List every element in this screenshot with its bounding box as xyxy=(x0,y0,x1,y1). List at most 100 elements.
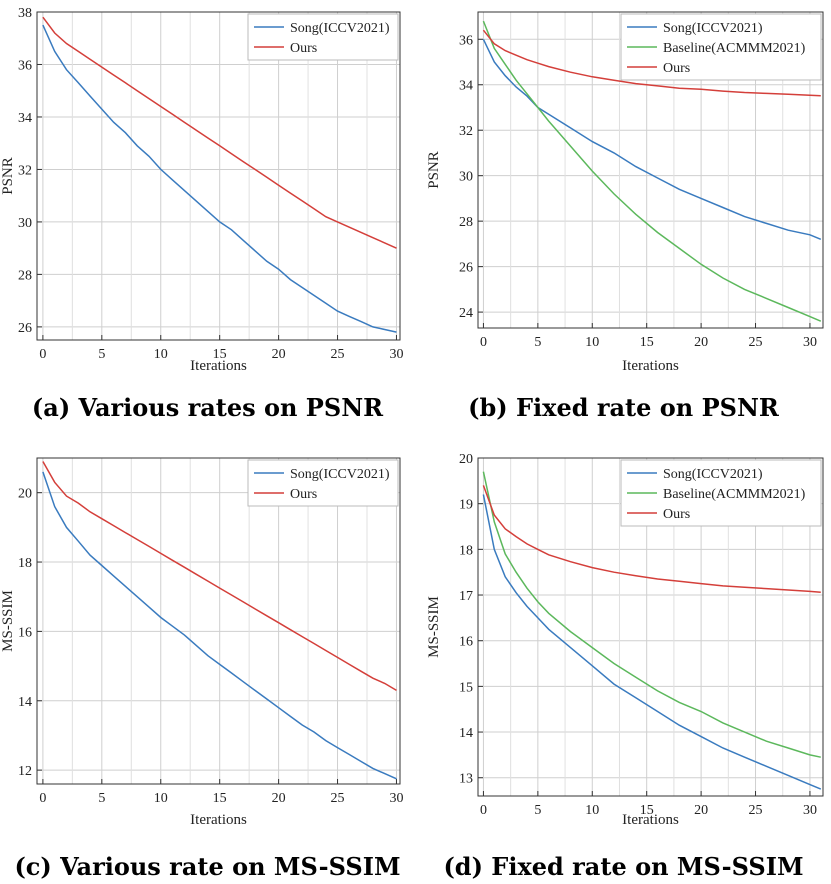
panel-b: 0 5 10 15 20 25 30 24 26 28 30 32 34 36 Iterations PSNR… xyxy=(416,0,831,440)
legend-box xyxy=(247,13,399,61)
x-tick-label: 0 xyxy=(39,791,46,806)
series-line-d-2 xyxy=(482,485,821,594)
x-tick-label: 0 xyxy=(480,335,487,350)
legend-label: Song(ICCV2021) xyxy=(290,467,390,482)
x-tick-label: 30 xyxy=(803,803,817,818)
panel-d: 0 5 10 15 20 25 30 13 14 15 16 17 18 19 20 Iterations MS… xyxy=(416,444,831,884)
x-tick-label: 25 xyxy=(331,347,345,362)
caption-c: (c) Various rate on MS-SSIM xyxy=(14,852,401,881)
y-tick-label: 26 xyxy=(18,321,32,336)
y-tick-label: 30 xyxy=(459,170,473,185)
x-tick-label: 25 xyxy=(749,803,763,818)
y-tick-label: 28 xyxy=(459,215,473,230)
legend-box xyxy=(247,459,399,507)
x-tick-label: 10 xyxy=(585,803,599,818)
series-line-c-1 xyxy=(42,461,397,692)
y-tick-label: 20 xyxy=(18,487,32,502)
x-tick-label: 20 xyxy=(694,803,708,818)
y-tick-label: 16 xyxy=(459,635,473,650)
x-tick-label: 30 xyxy=(389,347,403,362)
x-axis-label: Iterations xyxy=(190,358,247,374)
x-tick-label: 30 xyxy=(389,791,403,806)
y-tick-label: 15 xyxy=(459,680,473,695)
chart-d: 0 5 10 15 20 25 30 13 14 15 16 17 18 19 20 Iterations MS… xyxy=(426,452,824,828)
plot-frame-c xyxy=(36,457,401,785)
y-tick-label: 32 xyxy=(459,124,473,139)
panel-c: 0 5 10 15 20 25 30 12 14 16 18 20 Iterations MS-SSIM S… xyxy=(0,444,415,884)
y-tick-label: 18 xyxy=(459,543,473,558)
series-line-d-1 xyxy=(482,471,821,758)
y-tick-label: 24 xyxy=(459,306,473,321)
legend-label: Ours xyxy=(290,487,317,502)
y-tick-label: 14 xyxy=(18,695,32,710)
legend-label: Song(ICCV2021) xyxy=(290,21,390,36)
x-tick-label: 5 xyxy=(534,335,541,350)
y-tick-label: 26 xyxy=(459,261,473,276)
plot-frame-b xyxy=(477,11,824,329)
legend-label: Baseline(ACMMM2021) xyxy=(663,41,806,56)
x-tick-label: 30 xyxy=(803,335,817,350)
caption-b: (b) Fixed rate on PSNR xyxy=(468,393,779,422)
y-tick-label: 32 xyxy=(18,163,32,178)
x-tick-label: 15 xyxy=(640,335,654,350)
x-tick-label: 10 xyxy=(154,347,168,362)
y-tick-label: 36 xyxy=(459,33,473,48)
grid-c xyxy=(37,458,400,784)
x-tick-label: 5 xyxy=(98,347,105,362)
x-axis-label: Iterations xyxy=(622,358,679,374)
legend-b: Song(ICCV2021) Baseline(ACMMM2021) Ours xyxy=(620,13,822,81)
panel-a: 0 5 10 15 20 25 30 26 28 30 32 34 36 38 Iterations PSNR… xyxy=(0,0,415,440)
y-tick-label: 13 xyxy=(459,772,473,787)
grid-a xyxy=(37,11,400,340)
x-axis-label: Iterations xyxy=(190,812,247,828)
chart-c: 0 5 10 15 20 25 30 12 14 16 18 20 Iterations MS-SSIM S… xyxy=(0,457,403,828)
chart-b: 0 5 10 15 20 25 30 24 26 28 30 32 34 36 Iterations PSNR… xyxy=(426,11,824,374)
plot-frame-d xyxy=(477,457,824,797)
x-tick-label: 20 xyxy=(694,335,708,350)
caption-a: (a) Various rates on PSNR xyxy=(31,393,384,422)
series-line-b-1 xyxy=(482,20,822,322)
y-tick-label: 30 xyxy=(18,216,32,231)
y-tick-label: 16 xyxy=(18,625,32,640)
x-tick-label: 0 xyxy=(480,803,487,818)
series-line-b-0 xyxy=(482,38,822,240)
y-axis-label: MS-SSIM xyxy=(426,596,442,658)
y-tick-label: 14 xyxy=(459,726,473,741)
x-axis-label: Iterations xyxy=(622,812,679,828)
y-tick-label: 12 xyxy=(18,764,32,779)
x-tick-label: 10 xyxy=(154,791,168,806)
y-tick-label: 28 xyxy=(18,268,32,283)
y-tick-label: 19 xyxy=(459,498,473,513)
series-line-d-0 xyxy=(482,494,822,790)
series-line-b-2 xyxy=(482,29,821,97)
series-line-a-0 xyxy=(42,24,397,333)
y-tick-label: 17 xyxy=(459,589,473,604)
chart-a: 0 5 10 15 20 25 30 26 28 30 32 34 36 38 Iterations PSNR… xyxy=(0,6,403,374)
y-tick-label: 34 xyxy=(459,79,473,94)
x-tick-label: 10 xyxy=(585,335,599,350)
legend-d: Song(ICCV2021) Baseline(ACMMM2021) Ours xyxy=(620,459,822,527)
y-tick-label: 20 xyxy=(459,452,473,467)
y-axis-label: PSNR xyxy=(426,151,442,189)
x-tick-label: 25 xyxy=(331,791,345,806)
y-axis-label: MS-SSIM xyxy=(0,590,16,652)
legend-label: Ours xyxy=(663,61,690,76)
legend-a: Song(ICCV2021) Ours xyxy=(247,13,399,61)
series-line-c-0 xyxy=(42,471,397,780)
x-tick-label: 15 xyxy=(213,347,227,362)
x-tick-label: 15 xyxy=(213,791,227,806)
plot-frame-a xyxy=(36,11,401,341)
x-tick-label: 5 xyxy=(534,803,541,818)
y-axis-label: PSNR xyxy=(0,157,16,195)
legend-c: Song(ICCV2021) Ours xyxy=(247,459,399,507)
x-tick-label: 15 xyxy=(640,803,654,818)
series-line-a-1 xyxy=(42,16,397,249)
x-tick-label: 20 xyxy=(272,791,286,806)
legend-label: Ours xyxy=(290,41,317,56)
legend-label: Baseline(ACMMM2021) xyxy=(663,487,806,502)
y-tick-label: 38 xyxy=(18,6,32,21)
x-tick-label: 0 xyxy=(39,347,46,362)
legend-label: Ours xyxy=(663,507,690,522)
legend-label: Song(ICCV2021) xyxy=(663,21,763,36)
x-tick-label: 25 xyxy=(749,335,763,350)
